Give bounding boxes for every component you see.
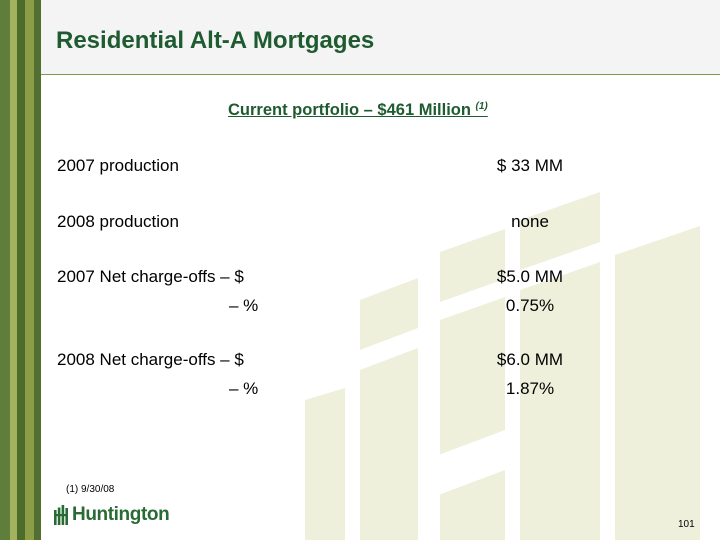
row-value-2007-nco-dollars: $5.0 MM xyxy=(496,267,564,286)
left-stripe-3 xyxy=(17,0,25,540)
page-number: 101 xyxy=(678,519,695,530)
row-value-2007-nco-percent: 0.75% xyxy=(505,296,555,315)
row-label-2007-production: 2007 production xyxy=(57,156,179,175)
left-stripe-4 xyxy=(25,0,34,540)
huntington-logo-icon xyxy=(54,505,68,525)
footnote: (1) 9/30/08 xyxy=(66,484,115,495)
row-value-2008-nco-dollars: $6.0 MM xyxy=(496,350,564,369)
portfolio-subtitle: Current portfolio – $461 Million (1) xyxy=(228,101,488,120)
row-label-2007-nco-dollars: 2007 Net charge-offs – $ xyxy=(57,267,244,286)
row-label-2008-nco-dollars: 2008 Net charge-offs – $ xyxy=(57,350,244,369)
row-label-2008-nco-percent: – % xyxy=(229,379,259,398)
header-band xyxy=(41,0,720,74)
portfolio-subtitle-text: Current portfolio – $461 Million xyxy=(228,101,476,119)
header-divider xyxy=(41,74,720,75)
row-value-2007-production: $ 33 MM xyxy=(496,156,564,175)
left-stripe-2 xyxy=(10,0,17,540)
row-value-2008-production: none xyxy=(511,212,549,231)
row-label-2008-production: 2008 production xyxy=(57,212,179,231)
company-logo: Huntington xyxy=(54,503,170,527)
row-value-2008-nco-percent: 1.87% xyxy=(505,379,555,398)
left-stripe-1 xyxy=(0,0,10,540)
slide-title: Residential Alt-A Mortgages xyxy=(56,27,375,54)
footnote-reference: (1) xyxy=(475,101,488,112)
logo-wordmark: Huntington xyxy=(72,504,170,525)
row-label-2007-nco-percent: – % xyxy=(229,296,259,315)
left-stripe-5 xyxy=(34,0,41,540)
